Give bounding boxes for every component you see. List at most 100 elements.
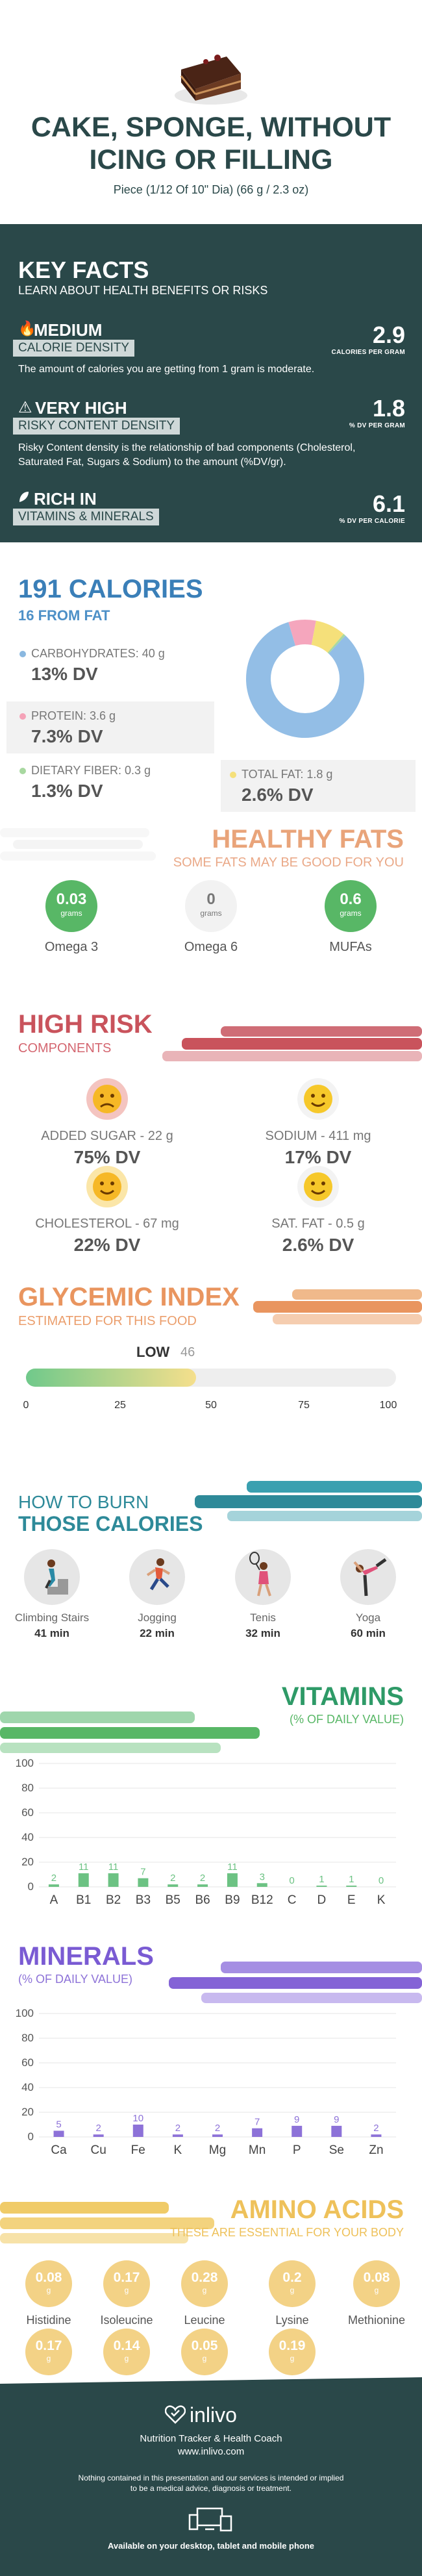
vitamins-value-label: 0 — [289, 1875, 294, 1886]
footer: inlivo Nutrition Tracker & Health Coach … — [0, 2377, 422, 2576]
vitamins-value-label: 2 — [170, 1873, 175, 1884]
key-facts-section: KEY FACTS LEARN ABOUT HEALTH BENEFITS OR… — [0, 224, 422, 542]
glycemic-subtitle: ESTIMATED FOR THIS FOOD — [18, 1314, 197, 1328]
added-sugar-dv: 75% DV — [73, 1147, 141, 1167]
glycemic-tick-75: 75 — [298, 1400, 310, 1411]
fat-label: TOTAL FAT: 1.8 g — [242, 768, 333, 781]
vitamins-section: VITAMINS (% OF DAILY VALUE) 0 20 40 60 80 100… — [0, 1673, 422, 1932]
amino-badge: 0.28 g — [181, 2260, 228, 2307]
serving-size: Piece (1/12 Of 10" Dia) (66 g / 2.3 oz) — [113, 183, 309, 196]
risky-density-unit: % DV PER GRAM — [349, 422, 405, 429]
vitamins-category-label: B2 — [106, 1893, 121, 1907]
calorie-density-value: 2.9 — [372, 322, 405, 348]
minerals-value-label: 9 — [294, 2114, 299, 2125]
yoga-label: Yoga — [355, 1611, 381, 1624]
tenis-time: 32 min — [245, 1627, 280, 1639]
amino-badge: 0.08 g — [25, 2260, 72, 2307]
sat-fat-label: SAT. FAT - 0.5 g — [271, 1217, 365, 1231]
vitamins-value-label: 11 — [79, 1862, 89, 1873]
risky-density-level: VERY HIGH — [35, 398, 127, 418]
minerals-bar-Zn — [371, 2134, 382, 2137]
amino-label: Methionine — [347, 2314, 406, 2327]
omega3-value: 0.03 — [56, 890, 87, 908]
vitamins-category-label: B6 — [195, 1893, 210, 1907]
vitamins-ytick: 80 — [21, 1782, 34, 1794]
amino-badge: 0.14 g — [103, 2329, 150, 2375]
omega6-label: Omega 6 — [184, 940, 238, 954]
risky-density-desc: Risky Content density is the relationshi… — [18, 442, 356, 468]
heart-logo-icon — [164, 2405, 186, 2424]
amino-badge: 0.17 g — [25, 2329, 72, 2375]
jogging-icon — [129, 1549, 185, 1605]
brand-url[interactable]: www.inlivo.com — [177, 2446, 245, 2457]
amino-value: 0.17 — [113, 2270, 140, 2285]
protein-dot — [19, 713, 26, 720]
fire-icon: 🔥 — [18, 320, 36, 336]
amino-badge: 0.08 g — [353, 2260, 400, 2307]
glycemic-level: LOW — [136, 1344, 170, 1360]
amino-value: 0.17 — [35, 2338, 62, 2353]
minerals-value-label: 2 — [215, 2123, 220, 2134]
risky-density-value: 1.8 — [372, 395, 405, 422]
omega6-value: 0 — [206, 890, 216, 908]
high-risk-title: HIGH RISK — [18, 1010, 153, 1039]
amino-unit: g — [374, 2286, 379, 2295]
amino-label: Isoleucine — [100, 2314, 153, 2327]
vitamins-value-label: 1 — [319, 1874, 324, 1885]
burn-title-1: HOW TO BURN — [18, 1492, 149, 1512]
glycemic-fill — [26, 1369, 197, 1387]
jogging-label: Jogging — [138, 1611, 177, 1624]
high-risk-section: HIGH RISK COMPONENTS ADDED SUGAR - 22 g … — [0, 984, 422, 1257]
macro-carbs: CARBOHYDRATES: 40 g 13% DV — [13, 643, 214, 695]
available-text: Available on your desktop, tablet and mo… — [107, 2541, 315, 2551]
rich-in-level: RICH IN — [34, 489, 97, 509]
macro-protein: PROTEIN: 3.6 g 7.3% DV — [6, 701, 214, 753]
brand-tagline: Nutrition Tracker & Health Coach — [140, 2433, 282, 2444]
tennis-icon — [235, 1549, 291, 1605]
vitamins-bar-B2 — [108, 1873, 119, 1887]
fiber-label: DIETARY FIBER: 0.3 g — [31, 764, 151, 777]
amino-value: 0.19 — [279, 2338, 306, 2353]
minerals-bar-Mg — [212, 2134, 223, 2137]
amino-title: AMINO ACIDS — [230, 2195, 404, 2224]
amino-title-stripes — [0, 2202, 214, 2247]
mufas-label: MUFAs — [329, 940, 372, 954]
calories-title: 191 CALORIES — [18, 575, 203, 603]
healthy-fats-title: HEALTHY FATS — [212, 825, 404, 853]
added-sugar-label: ADDED SUGAR - 22 g — [41, 1129, 173, 1143]
minerals-bar-Ca — [53, 2130, 64, 2137]
burn-section: HOW TO BURN THOSE CALORIES Climbing Stai… — [0, 1442, 422, 1673]
donut-slice-fiber — [327, 634, 346, 654]
warning-icon: ⚠ — [18, 399, 32, 416]
minerals-title: MINERALS — [18, 1942, 154, 1971]
minerals-subtitle: (% OF DAILY VALUE) — [18, 1973, 133, 1986]
calorie-density-desc: The amount of calories you are getting f… — [18, 364, 315, 375]
yoga-time: 60 min — [351, 1627, 386, 1639]
minerals-category-label: Mg — [209, 2143, 226, 2157]
minerals-bar-chart: 0 20 40 60 80 100 5 Ca 2 Cu 10 Fe 2 K 2 Mg 7 Mn 9 P 9 Se 2 Zn — [16, 2007, 396, 2157]
amino-value: 0.14 — [113, 2338, 140, 2353]
vitamins-ytick: 60 — [21, 1806, 34, 1819]
risky-density-label: RISKY CONTENT DENSITY — [13, 418, 180, 435]
amino-unit: g — [46, 2286, 51, 2295]
brand-name: inlivo — [190, 2403, 237, 2427]
vitamins-category-label: D — [317, 1893, 327, 1907]
glycemic-tick-100: 100 — [379, 1400, 397, 1411]
vitamins-ytick: 100 — [16, 1757, 34, 1769]
vitamins-category-label: A — [50, 1893, 58, 1907]
minerals-value-label: 7 — [254, 2117, 260, 2128]
minerals-value-label: 2 — [373, 2123, 379, 2134]
happy-face-icon — [297, 1078, 339, 1120]
minerals-ytick: 20 — [21, 2106, 34, 2118]
minerals-value-label: 2 — [95, 2123, 101, 2134]
mufas-value: 0.6 — [340, 890, 362, 908]
minerals-category-label: Ca — [51, 2143, 67, 2157]
protein-label: PROTEIN: 3.6 g — [31, 709, 116, 722]
calories-from-fat: 16 FROM FAT — [18, 607, 110, 624]
minerals-category-label: Se — [329, 2143, 344, 2157]
sad-face-icon — [86, 1078, 128, 1120]
minerals-category-label: Fe — [131, 2143, 145, 2157]
glycemic-title: GLYCEMIC INDEX — [18, 1283, 240, 1311]
sat-fat-dv: 2.6% DV — [282, 1235, 354, 1255]
calorie-density-label: CALORIE DENSITY — [13, 340, 135, 357]
